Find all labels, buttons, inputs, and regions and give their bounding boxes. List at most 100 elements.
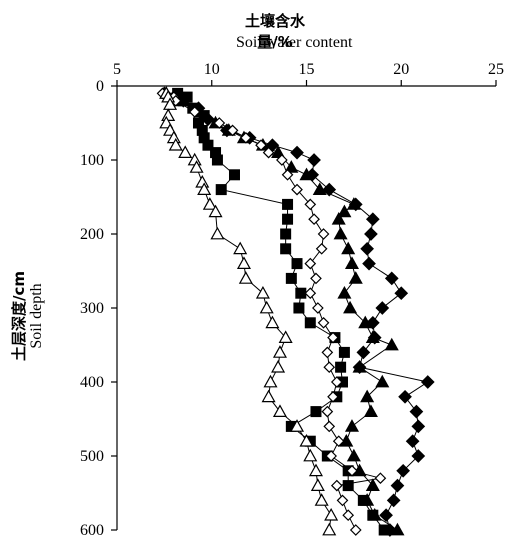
data-point [307, 153, 321, 167]
data-point [259, 300, 274, 314]
data-point [261, 389, 276, 403]
data-point [312, 302, 324, 314]
data-point [360, 241, 374, 256]
y-tick-label: 100 [80, 152, 104, 169]
data-point [337, 204, 352, 218]
series-layer [156, 86, 435, 537]
data-point [238, 271, 253, 284]
data-point [308, 213, 320, 226]
data-point [405, 434, 420, 449]
data-point [240, 131, 252, 144]
data-point [197, 182, 212, 195]
data-point [420, 375, 435, 389]
data-point [278, 330, 293, 343]
data-point [343, 300, 358, 314]
data-point [346, 464, 358, 477]
data-point [310, 272, 322, 285]
data-point [330, 479, 343, 492]
y-tick-label: 0 [96, 78, 104, 95]
data-point [308, 463, 323, 477]
data-point [336, 494, 349, 507]
y-tick-label: 400 [80, 374, 104, 391]
data-point [208, 204, 223, 218]
data-point [195, 174, 210, 188]
data-point [310, 406, 322, 418]
data-point [299, 167, 314, 181]
data-point [314, 493, 329, 506]
data-point [323, 361, 336, 374]
data-point [330, 376, 343, 388]
data-point [352, 359, 367, 373]
data-point [228, 169, 240, 181]
data-point [271, 359, 286, 373]
y-tick-label: 200 [80, 226, 104, 243]
data-point [321, 346, 334, 359]
data-point [310, 478, 325, 491]
data-point [325, 450, 337, 462]
data-point [411, 449, 426, 463]
data-point [317, 228, 330, 240]
data-point [409, 404, 424, 419]
data-point [189, 160, 204, 173]
data-point [360, 493, 375, 506]
data-point [280, 243, 292, 255]
data-point [386, 493, 401, 508]
data-point [365, 478, 380, 491]
data-point [327, 390, 339, 403]
data-point [344, 256, 359, 269]
data-point [337, 285, 352, 299]
data-point [211, 154, 223, 166]
data-point [394, 286, 409, 301]
data-point [255, 139, 267, 152]
x-tick-label: 15 [299, 61, 315, 78]
data-point [304, 317, 316, 329]
data-point [365, 330, 380, 343]
data-point [290, 145, 304, 160]
x-tick-label: 20 [393, 61, 409, 78]
y-tick-label: 600 [80, 522, 104, 539]
data-point [291, 258, 303, 270]
data-point [280, 228, 292, 240]
data-point [304, 287, 317, 300]
data-point [210, 226, 225, 240]
data-point [342, 480, 354, 492]
chart-subtitle: Soil water content [236, 34, 353, 51]
data-point [338, 346, 350, 358]
data-point [323, 420, 336, 433]
data-point [290, 419, 305, 432]
data-point [291, 183, 303, 196]
data-point [202, 197, 217, 210]
data-point [362, 256, 376, 271]
data-point [390, 478, 405, 493]
data-point [341, 241, 356, 255]
data-point [344, 419, 359, 432]
data-point [299, 433, 314, 447]
data-point [396, 463, 410, 478]
data-point [349, 524, 362, 536]
data-point [342, 509, 355, 522]
data-point [348, 271, 363, 284]
data-point [324, 507, 339, 521]
data-point [335, 361, 347, 373]
data-point [215, 184, 227, 196]
data-point [161, 108, 176, 122]
data-point [390, 522, 405, 536]
data-point [398, 389, 412, 404]
data-point [304, 257, 317, 270]
data-point [282, 213, 294, 225]
y-tick-label: 300 [80, 300, 104, 317]
data-point [365, 212, 380, 227]
x-tick-label: 25 [488, 61, 504, 78]
data-point [346, 448, 361, 462]
data-point [411, 419, 426, 434]
data-point [163, 97, 178, 110]
data-point [332, 435, 345, 448]
x-tick-label: 10 [204, 61, 220, 78]
data-point [236, 256, 251, 269]
data-point [346, 197, 361, 210]
chart-title: 土壤含水量/% [244, 12, 305, 51]
data-point [226, 124, 239, 137]
data-point [284, 160, 299, 173]
data-point [295, 287, 307, 299]
data-point [360, 389, 375, 403]
